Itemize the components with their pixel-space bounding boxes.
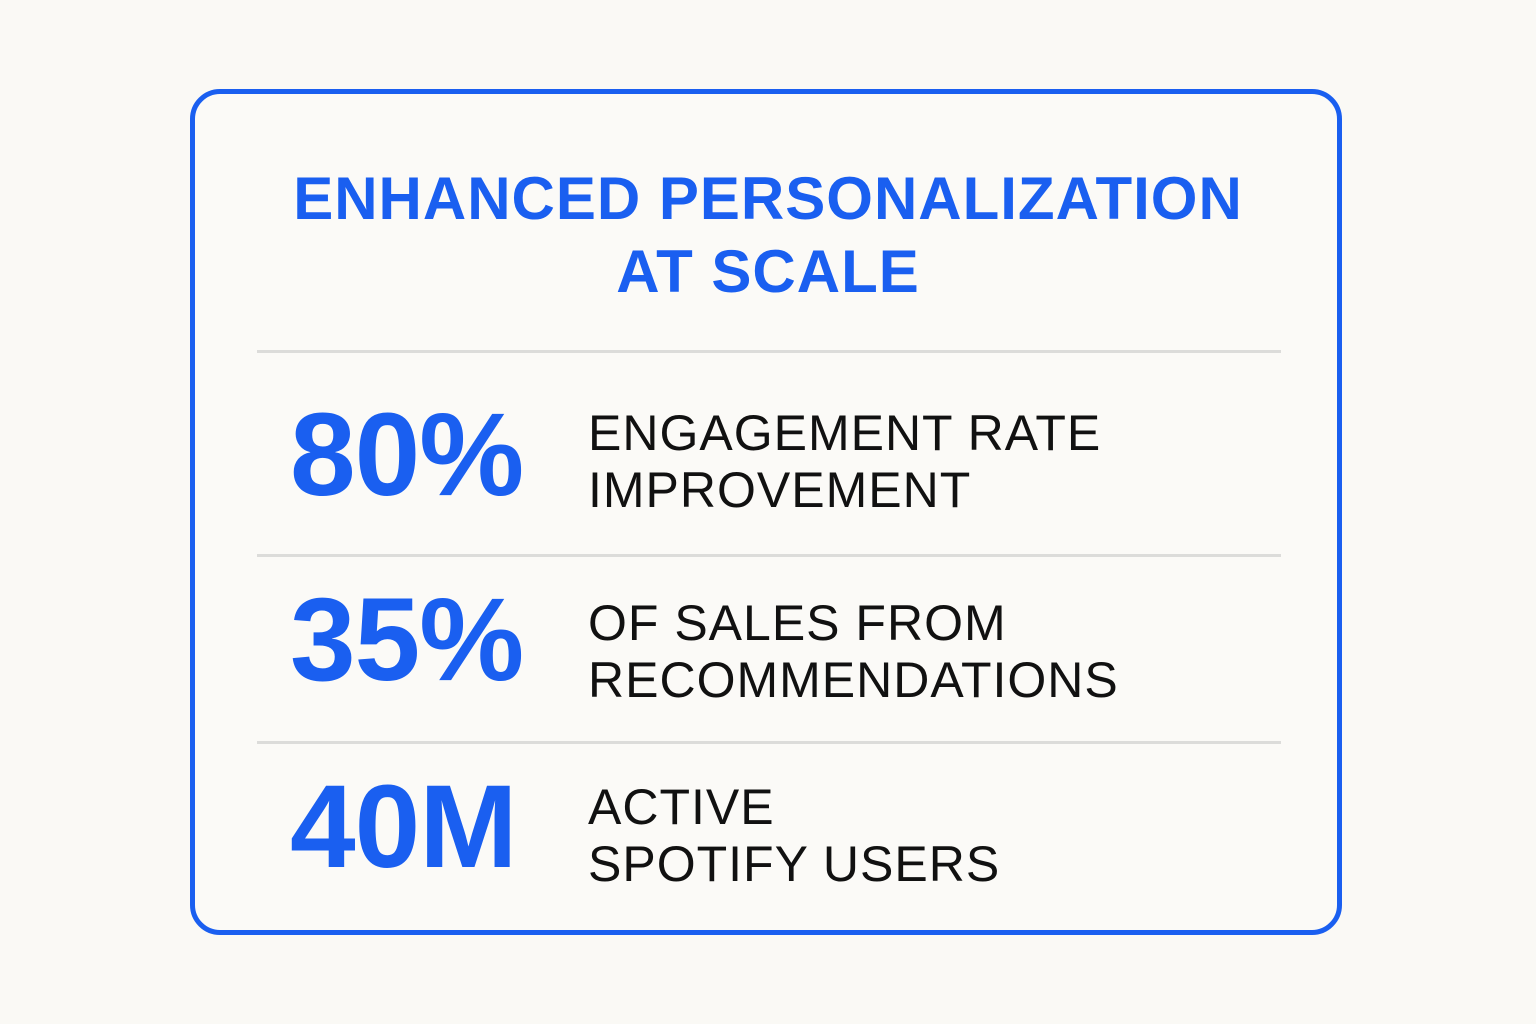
stat-label-line-2: SPOTIFY USERS [588,836,1001,892]
card-title-line-2: AT SCALE [616,238,920,305]
stat-label-line-1: ACTIVE [588,779,775,835]
stat-label-engagement: ENGAGEMENT RATE IMPROVEMENT [588,405,1101,519]
card-title-line-1: ENHANCED PERSONALIZATION [293,165,1243,232]
stat-label-users: ACTIVE SPOTIFY USERS [588,779,1000,893]
stat-label-line-2: RECOMMENDATIONS [588,652,1119,708]
stat-value-users: 40M [290,761,518,893]
stat-value-sales: 35% [290,574,524,706]
stat-label-line-1: OF SALES FROM [588,595,1007,651]
divider [257,554,1281,557]
card-title: ENHANCED PERSONALIZATION AT SCALE [0,162,1536,308]
divider [257,741,1281,744]
stats-card [190,89,1342,935]
stat-label-line-2: IMPROVEMENT [588,462,972,518]
stat-label-sales: OF SALES FROM RECOMMENDATIONS [588,595,1119,709]
divider [257,350,1281,353]
stat-label-line-1: ENGAGEMENT RATE [588,405,1102,461]
stat-value-engagement: 80% [290,389,524,521]
